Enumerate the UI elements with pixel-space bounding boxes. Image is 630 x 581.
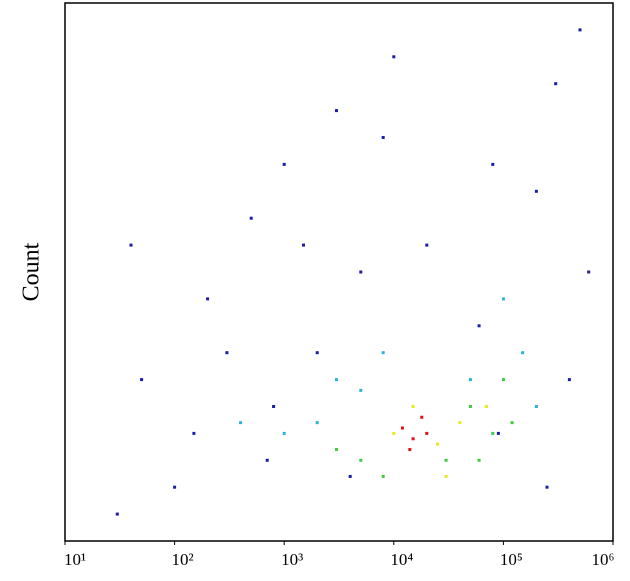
- point: [491, 431, 495, 435]
- point: [554, 82, 558, 86]
- point: [444, 458, 448, 462]
- point: [458, 421, 462, 425]
- point: [392, 55, 396, 59]
- point: [444, 474, 448, 478]
- y-axis-label: Count: [19, 242, 45, 301]
- point: [381, 351, 385, 355]
- point: [115, 512, 119, 516]
- point: [359, 458, 363, 462]
- point: [534, 189, 538, 193]
- point: [129, 243, 133, 247]
- point: [400, 426, 404, 430]
- point: [425, 431, 429, 435]
- point: [265, 458, 269, 462]
- point: [477, 324, 481, 328]
- point: [381, 136, 385, 139]
- x-tick-label: 10⁶: [592, 550, 615, 569]
- point: [567, 378, 571, 382]
- point: [477, 458, 481, 462]
- point: [282, 162, 286, 166]
- point: [510, 421, 514, 425]
- point: [359, 388, 363, 392]
- point: [206, 297, 210, 301]
- point: [408, 448, 412, 452]
- point: [334, 378, 338, 382]
- x-tick-label: 10⁴: [390, 550, 413, 569]
- point: [173, 485, 177, 489]
- x-tick-label: 10⁵: [500, 550, 523, 569]
- point: [315, 351, 319, 355]
- point: [501, 378, 505, 382]
- point: [140, 378, 144, 382]
- point: [272, 405, 276, 408]
- point: [392, 431, 396, 435]
- point: [435, 442, 439, 446]
- point: [315, 421, 319, 425]
- plot-frame: [64, 2, 614, 542]
- point: [587, 270, 591, 274]
- point: [578, 28, 582, 32]
- point: [301, 243, 305, 247]
- point: [484, 405, 488, 408]
- point: [501, 297, 505, 301]
- point: [249, 216, 253, 220]
- point: [468, 405, 472, 408]
- point: [534, 405, 538, 408]
- point: [192, 431, 196, 435]
- point: [411, 437, 415, 441]
- x-tick-label: 10³: [281, 550, 303, 569]
- point: [282, 431, 286, 435]
- point: [496, 431, 500, 435]
- point: [334, 109, 338, 113]
- point: [359, 270, 363, 274]
- point: [381, 474, 385, 478]
- point: [545, 485, 549, 489]
- x-tick-label: 10²: [172, 550, 194, 569]
- point: [334, 448, 338, 452]
- point: [225, 351, 229, 355]
- point: [425, 243, 429, 247]
- point: [521, 351, 525, 355]
- point: [239, 421, 243, 425]
- point: [468, 378, 472, 382]
- x-tick-label: 10¹: [64, 550, 86, 569]
- point: [420, 415, 424, 419]
- point: [348, 474, 352, 478]
- point: [491, 162, 495, 166]
- point: [411, 405, 415, 408]
